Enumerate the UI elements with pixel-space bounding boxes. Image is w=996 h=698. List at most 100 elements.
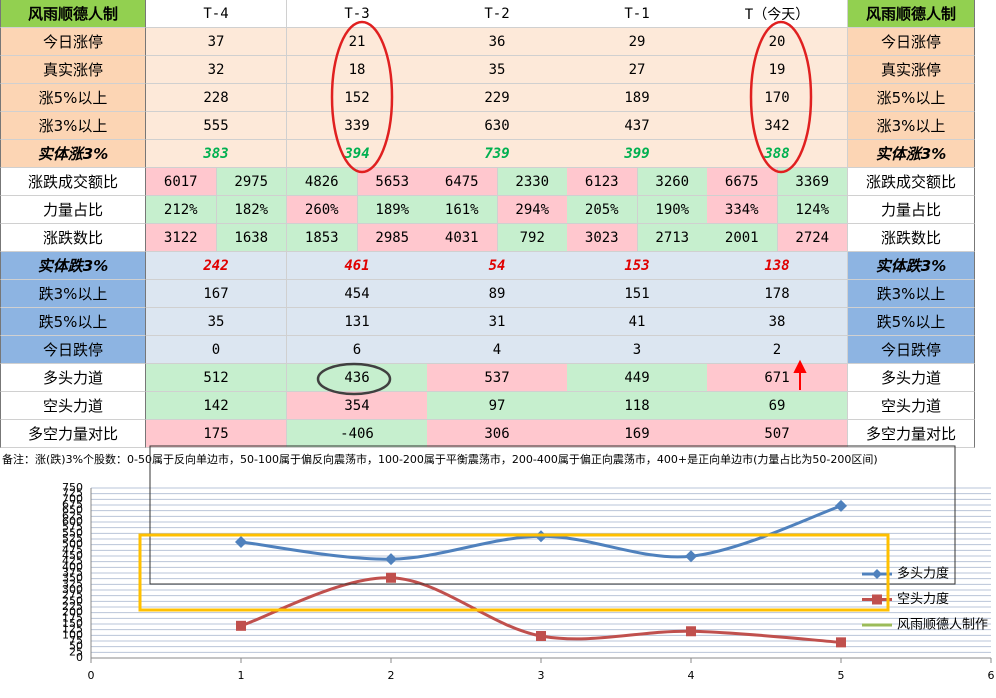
- y-tick-label: 750: [62, 481, 83, 494]
- cell: 630: [427, 112, 568, 140]
- marker: [685, 550, 697, 563]
- row-label: 力量占比: [0, 196, 146, 224]
- ellipse: [749, 20, 813, 174]
- cell: 0: [146, 336, 287, 364]
- marker: [235, 535, 247, 548]
- cell: 2985: [357, 224, 428, 252]
- cell: 41: [567, 308, 708, 336]
- cell: 161%: [427, 196, 498, 224]
- cell: 212%: [146, 196, 217, 224]
- column-header: T-2: [427, 0, 568, 28]
- cell: 142: [146, 392, 287, 420]
- y-tick-label: 100: [62, 628, 83, 641]
- y-tick-label: 150: [62, 617, 83, 630]
- cell: 35: [146, 308, 287, 336]
- row-label: 涨跌数比: [847, 224, 975, 252]
- row-label: 今日涨停: [0, 28, 146, 56]
- cell: 89: [427, 280, 568, 308]
- cell: 32: [146, 56, 287, 84]
- row-label: 多头力道: [847, 364, 975, 392]
- y-tick-label: 400: [62, 560, 83, 573]
- y-tick-label: 225: [62, 600, 83, 613]
- ellipse: [316, 362, 392, 396]
- y-tick-label: 75: [69, 634, 83, 647]
- row-label: 多头力道: [0, 364, 146, 392]
- cell: 339: [287, 112, 428, 140]
- row-label: 空头力道: [0, 392, 146, 420]
- row-label: 今日跌停: [0, 336, 146, 364]
- cell: 671: [707, 364, 848, 392]
- cell: 6017: [146, 168, 217, 196]
- y-tick-label: 475: [62, 543, 83, 556]
- cell: 18: [287, 56, 428, 84]
- row-label: 跌5%以上: [0, 308, 146, 336]
- marker: [385, 553, 397, 566]
- cell: 29: [567, 28, 708, 56]
- row-label: 涨5%以上: [0, 84, 146, 112]
- row-label: 今日涨停: [847, 28, 975, 56]
- cell: 38: [707, 308, 848, 336]
- cell: 394: [287, 140, 428, 168]
- marker: [386, 572, 396, 583]
- cell: 2330: [497, 168, 568, 196]
- cell: 229: [427, 84, 568, 112]
- y-tick-label: 500: [62, 538, 83, 551]
- cell: 190%: [637, 196, 708, 224]
- cell: 342: [707, 112, 848, 140]
- y-tick-label: 375: [62, 566, 83, 579]
- arrow: [793, 359, 807, 390]
- corner: 风雨顺德人制: [0, 0, 146, 28]
- y-tick-label: 50: [69, 640, 83, 653]
- legend-label: 风雨顺德人制作: [897, 618, 988, 633]
- cell: 175: [146, 420, 287, 448]
- y-tick-label: 175: [62, 611, 83, 624]
- column-header: T-4: [146, 0, 287, 28]
- y-tick-label: 625: [62, 509, 83, 522]
- y-tick-label: 450: [62, 549, 83, 562]
- cell: 35: [427, 56, 568, 84]
- cell: 178: [707, 280, 848, 308]
- y-tick-label: 600: [62, 515, 83, 528]
- cell: 182%: [216, 196, 287, 224]
- cell: 124%: [777, 196, 848, 224]
- x-tick-label: 5: [838, 669, 845, 682]
- cell: 5653: [357, 168, 428, 196]
- row-label: 涨跌成交额比: [847, 168, 975, 196]
- row-label: 今日跌停: [847, 336, 975, 364]
- y-tick-label: 425: [62, 555, 83, 568]
- row-label: 涨跌成交额比: [0, 168, 146, 196]
- row-label: 涨跌数比: [0, 224, 146, 252]
- legend-marker: [872, 569, 882, 579]
- cell: -406: [287, 420, 428, 448]
- cell: 138: [707, 252, 848, 280]
- y-tick-label: 125: [62, 623, 83, 636]
- cell: 4826: [287, 168, 358, 196]
- x-tick-label: 3: [538, 669, 545, 682]
- cell: 153: [567, 252, 708, 280]
- row-label: 力量占比: [847, 196, 975, 224]
- overlay: [138, 20, 956, 612]
- y-tick-label: 700: [62, 492, 83, 505]
- x-tick-label: 1: [238, 669, 245, 682]
- marker: [835, 499, 847, 512]
- cell: 436: [287, 364, 428, 392]
- cell: 461: [287, 252, 428, 280]
- row-label: 空头力道: [847, 392, 975, 420]
- cell: 242: [146, 252, 287, 280]
- cell: 169: [567, 420, 708, 448]
- cell: 294%: [497, 196, 568, 224]
- cell: 454: [287, 280, 428, 308]
- corner: 风雨顺德人制: [847, 0, 975, 28]
- cell: 354: [287, 392, 428, 420]
- cell: 6123: [567, 168, 638, 196]
- legend-label: 多头力度: [897, 566, 949, 582]
- row-label: 跌3%以上: [847, 280, 975, 308]
- y-tick-label: 675: [62, 498, 83, 511]
- cell: 512: [146, 364, 287, 392]
- cell: 54: [427, 252, 568, 280]
- cell: 3023: [567, 224, 638, 252]
- row-label: 跌3%以上: [0, 280, 146, 308]
- cell: 2: [707, 336, 848, 364]
- cell: 170: [707, 84, 848, 112]
